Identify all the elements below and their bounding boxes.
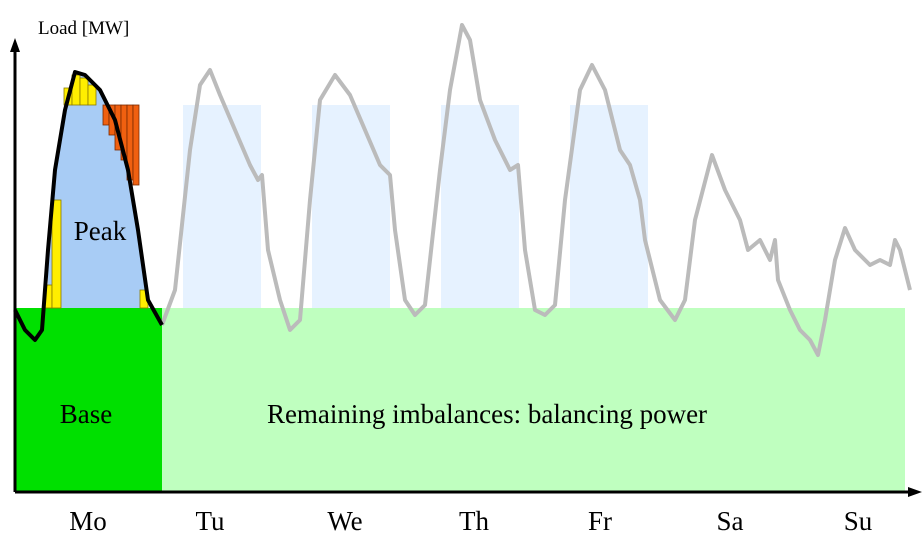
base-area <box>15 308 162 492</box>
peak-label: Peak <box>74 216 127 246</box>
load-curve <box>160 23 912 357</box>
peak-area <box>48 72 146 308</box>
day-label: Th <box>459 506 489 536</box>
block <box>51 199 62 309</box>
block <box>87 84 97 106</box>
day-label: Mo <box>69 506 107 536</box>
peak-block <box>570 105 648 308</box>
axis-label: Load [MW] <box>38 18 129 39</box>
day-label: Sa <box>717 506 744 536</box>
day-label: We <box>327 506 362 536</box>
peak-block <box>441 105 519 308</box>
day-label: Fr <box>588 506 612 536</box>
day-label: Tu <box>195 506 225 536</box>
peak-block <box>183 105 261 308</box>
x-arrow <box>908 487 922 497</box>
block <box>132 104 140 186</box>
day-label: Su <box>844 506 873 536</box>
monday-curve <box>13 70 164 342</box>
block <box>79 77 89 106</box>
base-label: Base <box>60 399 113 429</box>
y-arrow <box>10 38 20 52</box>
peak-blocks <box>183 105 648 308</box>
remaining-label: Remaining imbalances: balancing power <box>267 399 707 429</box>
remaining-area <box>162 308 905 492</box>
day-labels: Mo Tu We Th Fr Sa Su <box>69 506 873 536</box>
peak-block <box>312 105 390 308</box>
